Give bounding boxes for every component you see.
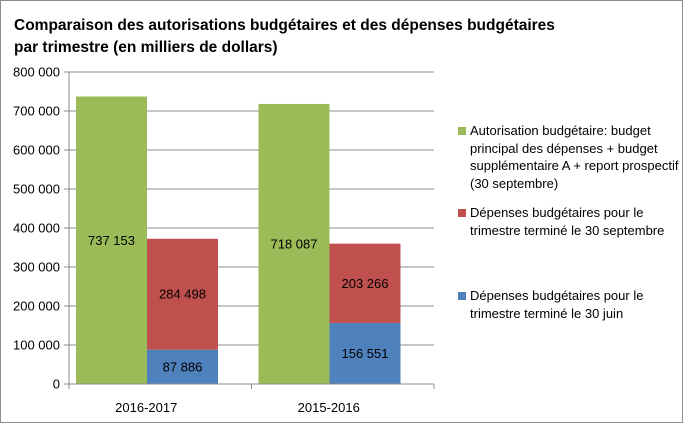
bar-june bbox=[329, 322, 401, 384]
bar-authorization bbox=[76, 96, 147, 385]
legend-label-september: Dépenses budgétaires pour le trimestre t… bbox=[470, 205, 665, 238]
y-tick-label: 800 000 bbox=[13, 65, 60, 80]
y-tick-label: 300 000 bbox=[13, 260, 60, 275]
legend-label-june: Dépenses budgétaires pour le trimestre t… bbox=[470, 288, 644, 321]
bar-september bbox=[329, 243, 401, 323]
legend-label-authorization: Autorisation budgétaire: budget principa… bbox=[470, 123, 679, 191]
data-label-authorization: 718 087 bbox=[271, 236, 318, 251]
data-label-september: 203 266 bbox=[342, 276, 389, 291]
data-label-september: 284 498 bbox=[159, 287, 206, 302]
bar-authorization bbox=[258, 103, 330, 384]
y-tick-label: 200 000 bbox=[13, 299, 60, 314]
legend-swatch-authorization bbox=[458, 127, 466, 135]
data-label-june: 156 551 bbox=[342, 346, 389, 361]
y-tick-label: 400 000 bbox=[13, 221, 60, 236]
x-category-label: 2016-2017 bbox=[115, 400, 177, 415]
legend-swatch-september bbox=[458, 209, 466, 217]
x-category-label: 2015-2016 bbox=[298, 400, 360, 415]
data-label-june: 87 886 bbox=[163, 359, 203, 374]
y-tick-label: 700 000 bbox=[13, 104, 60, 119]
y-tick-label: 0 bbox=[53, 377, 60, 392]
y-tick-label: 100 000 bbox=[13, 338, 60, 353]
data-labels: 737 153 87 886 284 498 718 087 156 551 203 26… bbox=[88, 233, 389, 375]
y-tick-label: 500 000 bbox=[13, 182, 60, 197]
bar-june bbox=[147, 349, 218, 384]
bar-september bbox=[147, 238, 218, 350]
data-label-authorization: 737 153 bbox=[88, 233, 135, 248]
y-tick-label: 600 000 bbox=[13, 143, 60, 158]
axes: 0 100 000 200 000 300 000 400 000 500 000 600 … bbox=[13, 65, 435, 415]
bars bbox=[76, 96, 401, 385]
chart-title: Comparaison des autorisations budgétaire… bbox=[14, 17, 555, 56]
legend-swatch-june bbox=[458, 292, 466, 300]
